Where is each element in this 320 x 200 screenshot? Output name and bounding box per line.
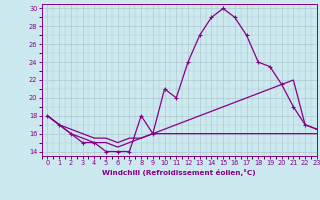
X-axis label: Windchill (Refroidissement éolien,°C): Windchill (Refroidissement éolien,°C) — [102, 169, 256, 176]
